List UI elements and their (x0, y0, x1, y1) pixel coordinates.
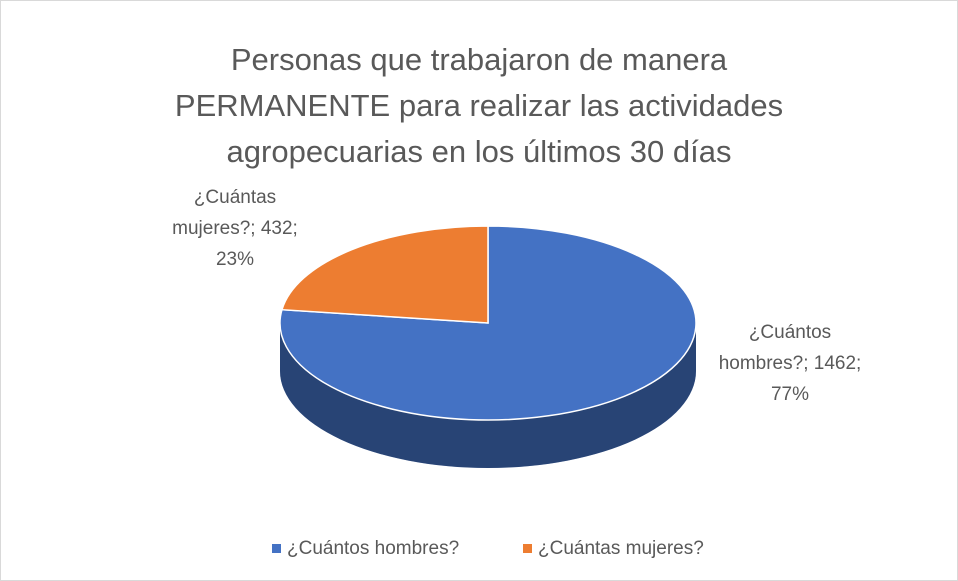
data-label: ¿Cuántas (194, 187, 276, 208)
data-label: 77% (771, 384, 809, 405)
pie-slice (280, 225, 489, 324)
data-label: 23% (216, 249, 254, 270)
title-line: PERMANENTE para realizar las actividades (175, 88, 783, 123)
legend-swatch (523, 544, 532, 553)
legend-label: ¿Cuántas mujeres? (538, 538, 704, 559)
legend-swatch (272, 544, 281, 553)
data-label: hombres?; 1462; (719, 353, 862, 374)
data-label: mujeres?; 432; (172, 218, 298, 239)
title-line: Personas que trabajaron de manera (231, 42, 728, 77)
title-line: agropecuarias en los últimos 30 días (227, 134, 732, 169)
pie-side (280, 323, 696, 468)
pie-side-shade (280, 323, 696, 468)
data-label: ¿Cuántos (749, 322, 831, 343)
chart-title: Personas que trabajaron de manera PERMANE… (175, 42, 783, 169)
legend-label: ¿Cuántos hombres? (287, 538, 459, 559)
